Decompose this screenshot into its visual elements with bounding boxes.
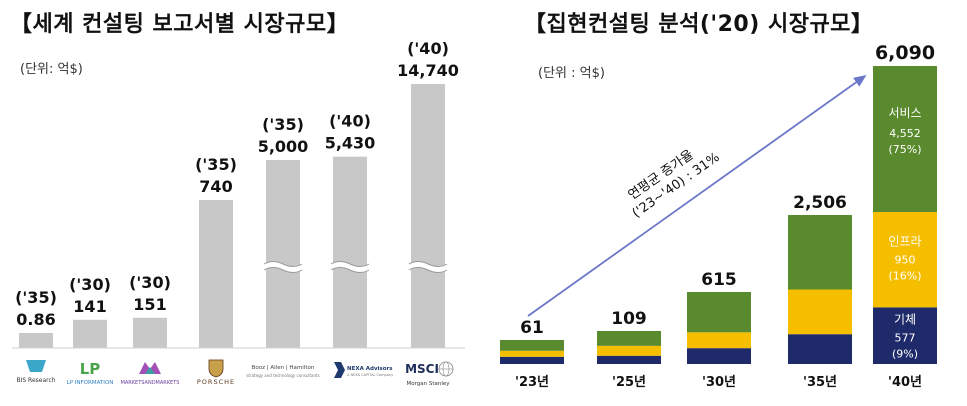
msci-logo-text: MSCI bbox=[405, 362, 439, 376]
bar-year-label-5: ('40) bbox=[329, 112, 371, 131]
porsche-crest-icon bbox=[208, 359, 224, 378]
axis-break-line-bottom-6 bbox=[408, 267, 448, 273]
nexa-advisors-logo-text: NEXA Advisors bbox=[347, 366, 393, 372]
stack-4-인프라 bbox=[873, 212, 937, 308]
bar-year-label-1: ('30) bbox=[69, 275, 111, 294]
msci-logo-subtext: Morgan Stanley bbox=[406, 381, 450, 387]
marketsandmarkets-icon-inner bbox=[145, 367, 155, 374]
bis-research-logo-text: BIS Research bbox=[16, 377, 55, 384]
stack-0-서비스 bbox=[500, 340, 564, 351]
stack-3-인프라 bbox=[788, 289, 852, 335]
segment-value-service: 4,552 bbox=[889, 127, 921, 140]
bar-year-label-0: ('35) bbox=[15, 288, 57, 307]
stack-2-서비스 bbox=[687, 292, 751, 333]
bar-2 bbox=[133, 317, 167, 348]
nexa-advisors-icon bbox=[334, 362, 345, 378]
bar-value-label-6: 14,740 bbox=[397, 61, 459, 80]
segment-name-service: 서비스 bbox=[888, 106, 921, 120]
bar-value-label-4: 5,000 bbox=[258, 137, 309, 156]
segment-name-body: 기체 bbox=[894, 313, 916, 327]
total-label-1: 109 bbox=[611, 309, 647, 329]
total-label-4: 6,090 bbox=[875, 42, 935, 64]
booz-allen-logo: Booz | Allen | Hamilton strategy and tech… bbox=[246, 365, 319, 378]
axis-break-line-top-6 bbox=[408, 261, 448, 267]
segment-value-body: 577 bbox=[895, 332, 916, 345]
left-chart-title: 【세계 컨설팅 보고서별 시장규모】 bbox=[10, 12, 350, 37]
stack-4-기체 bbox=[873, 307, 937, 364]
bis-research-logo: BIS Research bbox=[16, 360, 56, 384]
booz-allen-logo-subtext: strategy and technology consultants bbox=[246, 373, 319, 378]
stack-4-서비스 bbox=[873, 66, 937, 213]
bis-research-icon bbox=[26, 360, 46, 372]
booz-allen-logo-text: Booz | Allen | Hamilton bbox=[252, 365, 315, 371]
msci-logo: MSCI Morgan Stanley bbox=[405, 361, 454, 387]
bar-0 bbox=[19, 333, 53, 348]
marketsandmarkets-logo: MARKETSANDMARKETS bbox=[121, 362, 180, 386]
axis-break-line-top-5 bbox=[330, 261, 370, 267]
total-label-0: 61 bbox=[520, 318, 544, 338]
bar-5 bbox=[333, 156, 367, 348]
left-bar-chart: 0.86 ('35) 141 ('30) 151 ('30) 740 ('35) 5,000 ('… bbox=[12, 39, 465, 387]
axis-break-line-bottom-5 bbox=[330, 267, 370, 273]
axis-break-line-top-4 bbox=[263, 261, 303, 267]
axis-break-5 bbox=[331, 261, 369, 273]
stack-3-기체 bbox=[788, 334, 852, 364]
bar-value-label-3: 740 bbox=[199, 177, 232, 196]
category-label-4: '40년 bbox=[888, 375, 922, 390]
stack-1-기체 bbox=[597, 355, 661, 364]
right-chart-title: 【집현컨설팅 분석('20) 시장규모】 bbox=[524, 12, 874, 37]
porsche-logo-text: PORSCHE bbox=[197, 378, 235, 386]
left-chart-unit: (단위: 억$) bbox=[20, 62, 83, 77]
stack-1-서비스 bbox=[597, 331, 661, 346]
segment-pct-service: (75%) bbox=[888, 143, 921, 156]
growth-arrow bbox=[527, 74, 867, 317]
total-label-3: 2,506 bbox=[793, 193, 847, 213]
segment-name-infra: 인프라 bbox=[888, 235, 921, 249]
stack-1-인프라 bbox=[597, 345, 661, 356]
lp-information-icon: LP bbox=[80, 360, 101, 378]
marketsandmarkets-logo-text: MARKETSANDMARKETS bbox=[121, 380, 180, 386]
bar-year-label-4: ('35) bbox=[262, 115, 304, 134]
category-label-0: '23년 bbox=[515, 375, 549, 390]
category-label-3: '35년 bbox=[803, 375, 837, 390]
stack-0-인프라 bbox=[500, 350, 564, 357]
bar-year-label-2: ('30) bbox=[129, 273, 171, 292]
bar-1 bbox=[73, 319, 107, 348]
stack-3-서비스 bbox=[788, 215, 852, 290]
stack-2-기체 bbox=[687, 348, 751, 364]
bar-3 bbox=[199, 200, 233, 348]
segment-pct-infra: (16%) bbox=[888, 270, 921, 283]
porsche-logo: PORSCHE bbox=[197, 359, 235, 386]
right-chart-panel: 【집현컨설팅 분석('20) 시장규모】 (단위 : 억$) 61 '23년 109… bbox=[490, 0, 967, 406]
bar-value-label-5: 5,430 bbox=[325, 134, 376, 153]
bar-value-label-1: 141 bbox=[73, 297, 106, 316]
stack-0-기체 bbox=[500, 356, 564, 364]
lp-information-logo: LP LP INFORMATION bbox=[67, 360, 114, 386]
nexa-advisors-logo-subtext: A NEXA CAPITAL Company bbox=[347, 373, 393, 377]
category-label-2: '30년 bbox=[702, 375, 736, 390]
bar-6 bbox=[411, 84, 445, 348]
bar-year-label-3: ('35) bbox=[195, 155, 237, 174]
lp-information-logo-text: LP INFORMATION bbox=[67, 380, 114, 386]
stack-2-인프라 bbox=[687, 332, 751, 349]
marketsandmarkets-icon bbox=[139, 362, 161, 374]
bar-value-label-2: 151 bbox=[133, 295, 166, 314]
category-label-1: '25년 bbox=[612, 375, 646, 390]
bar-year-label-6: ('40) bbox=[407, 39, 449, 58]
axis-break-4 bbox=[264, 261, 302, 273]
axis-break-line-bottom-4 bbox=[263, 267, 303, 273]
left-chart-panel: 【세계 컨설팅 보고서별 시장규모】 (단위: 억$) 0.86 ('35) 141… bbox=[0, 0, 470, 406]
segment-pct-body: (9%) bbox=[892, 348, 918, 361]
bar-value-label-0: 0.86 bbox=[16, 310, 55, 329]
right-stacked-bar-chart: 61 '23년 109 '25년 615 '30년 2,506 '35년 6,090 '40년 서비… bbox=[500, 42, 937, 390]
total-label-2: 615 bbox=[701, 270, 737, 290]
bar-4 bbox=[266, 160, 300, 348]
axis-break-6 bbox=[409, 261, 447, 273]
segment-value-infra: 950 bbox=[895, 254, 916, 267]
right-chart-unit: (단위 : 억$) bbox=[538, 66, 605, 81]
